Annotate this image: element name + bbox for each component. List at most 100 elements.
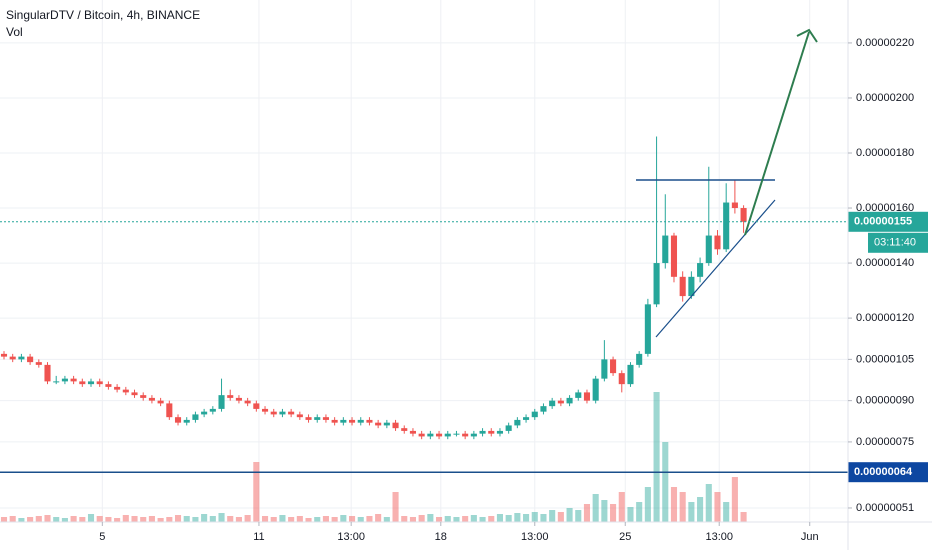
level-box [848, 462, 928, 483]
candle-body [549, 400, 556, 407]
candle-body [96, 381, 103, 385]
volume-bar [636, 502, 643, 522]
candle-body [157, 400, 164, 404]
volume-bar [348, 516, 356, 522]
volume-bar [148, 516, 155, 522]
volume-bar [140, 517, 147, 522]
volume-bar [53, 517, 60, 522]
last-price-label: 0.00000155 [854, 216, 912, 228]
volume-bar [218, 513, 225, 522]
candle-body [540, 406, 547, 412]
volume-bar [601, 500, 608, 522]
candle-body [314, 417, 321, 420]
y-tick-label: 0.00000105 [856, 353, 914, 365]
volume-bar [340, 515, 347, 522]
candle-body [592, 378, 599, 401]
volume-bar [18, 518, 25, 522]
candle-body [627, 364, 634, 385]
candle-body [218, 395, 225, 409]
candle-body [601, 359, 608, 379]
volume-bar [723, 502, 730, 522]
levels: 0.00000155 03:11:40 0.00000064 [0, 211, 928, 483]
candle-body [122, 389, 129, 393]
candle-body [105, 384, 112, 387]
volume-bar [79, 517, 86, 522]
candle-body [697, 263, 704, 277]
x-tick-label: 25 [619, 531, 631, 543]
candle-body [183, 419, 190, 423]
volume-bar [305, 518, 312, 522]
volume-bar [279, 515, 286, 522]
volume-bar [96, 516, 103, 522]
candle-body [366, 419, 373, 423]
volume-bar [688, 502, 695, 522]
volume-bar [523, 514, 530, 522]
candle-body [653, 263, 660, 305]
candle-body [27, 356, 34, 363]
candle-body [140, 395, 147, 398]
volume-bar [261, 516, 269, 522]
volume-bar [192, 517, 199, 522]
volume-bar [531, 512, 538, 522]
volume-bar [375, 514, 382, 522]
x-tick-label: 13:00 [705, 531, 733, 543]
arrow-line [744, 31, 810, 236]
volume-bar [87, 514, 95, 522]
volume-bar [0, 517, 8, 522]
candle-body [61, 378, 68, 382]
volume-bar [70, 516, 77, 522]
volume-bar [44, 515, 51, 522]
y-tick-label: 0.00000180 [856, 147, 914, 159]
level-label: 0.00000064 [854, 466, 913, 478]
volume-bar [253, 462, 260, 522]
candle-body [644, 304, 651, 354]
volume-bar [714, 492, 721, 522]
volume-bar [592, 494, 599, 522]
volume-bar [314, 517, 321, 522]
candle-body [679, 276, 686, 297]
candle-body [357, 419, 364, 423]
candle-body [723, 202, 730, 250]
y-tick-label: 0.00000200 [856, 92, 914, 104]
volume-bar [35, 516, 42, 522]
volume-bar [418, 515, 425, 522]
volume-bar [183, 516, 190, 522]
volume-bar [270, 517, 277, 522]
candle-body [479, 430, 486, 434]
candle-body [44, 364, 51, 382]
volume-bar [444, 516, 451, 522]
volume-bar [488, 516, 495, 522]
candle-body [662, 235, 669, 264]
candle-body [261, 408, 269, 412]
volume-bar [157, 518, 164, 522]
candle-body [618, 373, 625, 385]
candle-body [714, 235, 721, 250]
volume-bar [610, 504, 617, 522]
candle-body [583, 392, 591, 401]
candle-body [18, 356, 25, 360]
candle-body [575, 392, 582, 398]
countdown-box [868, 232, 928, 253]
candle-body [436, 433, 443, 437]
candle-body [0, 353, 8, 357]
candle-body [383, 422, 390, 426]
candle-body [131, 392, 138, 396]
x-tick-label: 13:00 [337, 531, 365, 543]
candles [0, 136, 747, 440]
volume-bar [662, 442, 669, 522]
candle-body [70, 378, 77, 382]
candle-body [174, 417, 182, 423]
volume-bar [479, 517, 486, 522]
last-price-box [848, 211, 928, 232]
candle-body [670, 235, 678, 277]
candle-body [87, 381, 95, 385]
candle-body [148, 397, 155, 401]
volume-bar [583, 504, 591, 522]
volume-bar [322, 516, 329, 522]
candle-body [409, 430, 416, 434]
x-tick-label: 11 [253, 531, 264, 543]
chart-title: SingularDTV / Bitcoin, 4h, BINANCE [6, 8, 200, 22]
candle-body [348, 419, 356, 423]
y-tick-label: 0.00000051 [856, 502, 914, 514]
